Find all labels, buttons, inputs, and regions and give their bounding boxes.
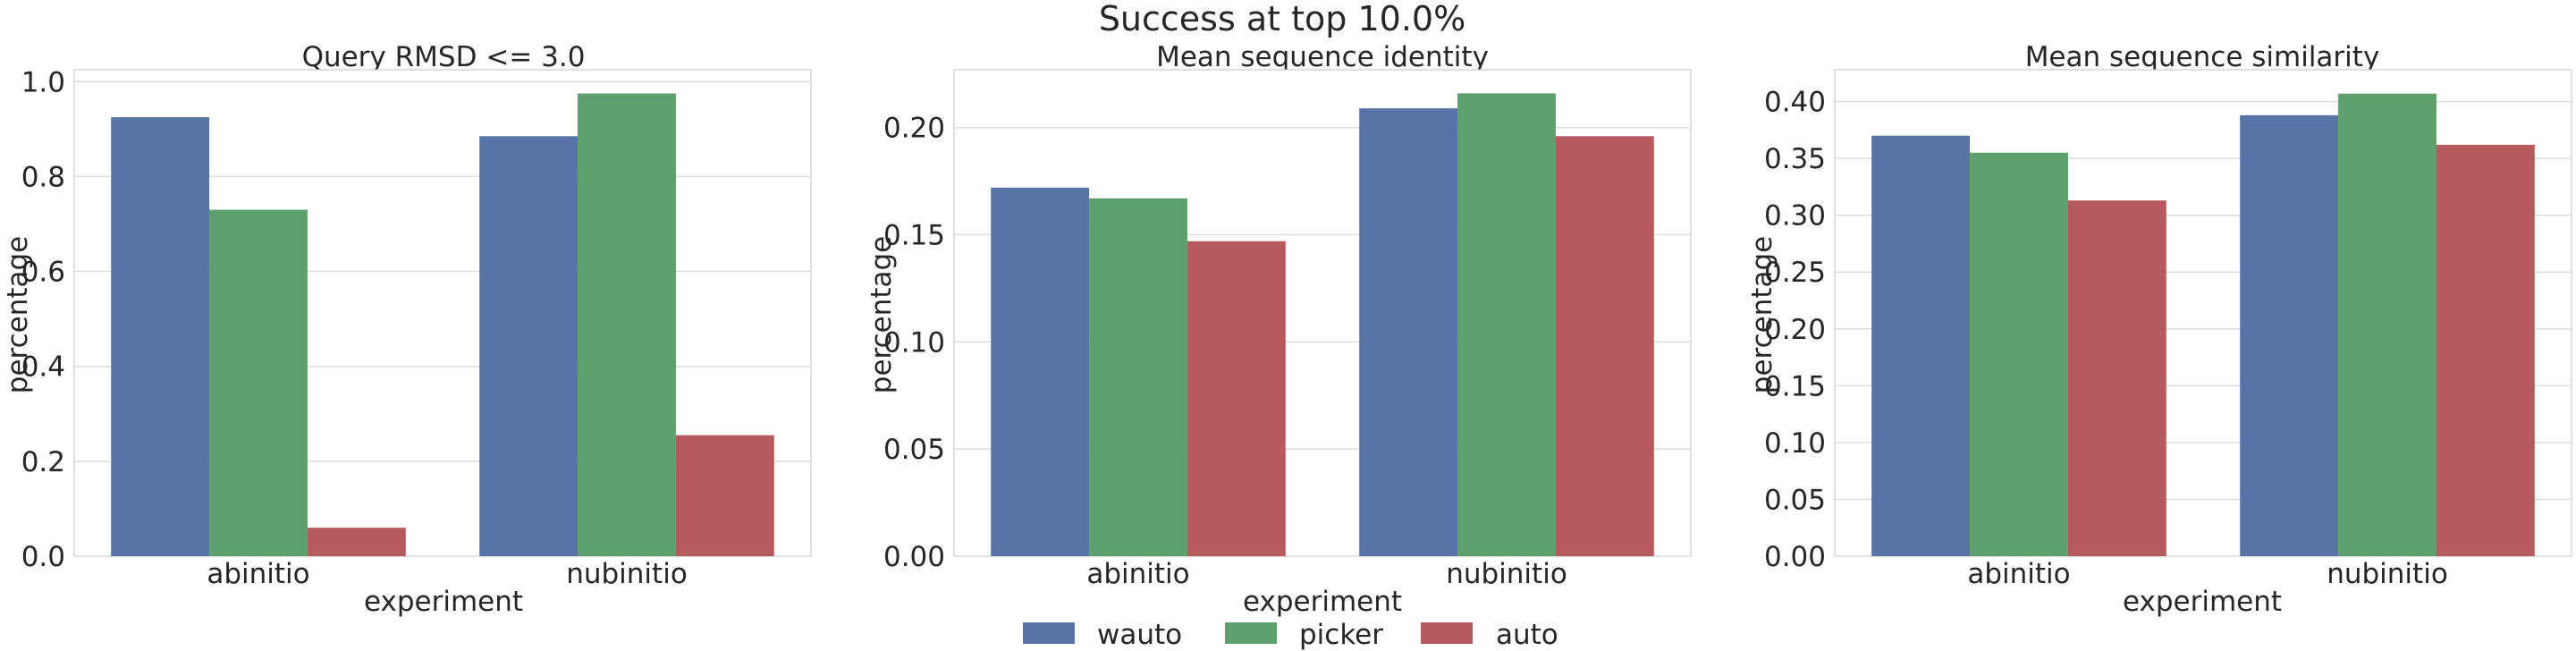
legend-label-wauto: wauto bbox=[1097, 619, 1182, 651]
chart-2-ytick-label: 0.05 bbox=[883, 434, 945, 466]
legend-swatch-auto bbox=[1421, 622, 1473, 644]
chart-1-bar-picker-nubinitio bbox=[578, 93, 676, 557]
chart-1-ytick-label: 0.8 bbox=[21, 161, 65, 193]
chart-panel-3: Mean sequence similarity experiment perc… bbox=[1746, 41, 2379, 618]
legend-label-auto: auto bbox=[1496, 619, 1558, 651]
chart-1-bar-wauto-abinitio bbox=[111, 117, 210, 556]
chart-1-bar-auto-nubinitio bbox=[675, 435, 774, 556]
chart-1-ytick-label: 1.0 bbox=[21, 66, 65, 98]
chart-1-xtick-label: nubinitio bbox=[566, 558, 688, 590]
chart-3-ytick-label: 0.00 bbox=[1764, 541, 1826, 573]
chart-1-bar-picker-abinitio bbox=[209, 209, 308, 556]
chart-3-title: Mean sequence similarity bbox=[2025, 41, 2380, 73]
chart-2-bar-wauto-nubinitio bbox=[1359, 108, 1458, 556]
chart-panel-1: Query RMSD <= 3.0 experiment percentage bbox=[2, 41, 585, 618]
chart-1-ytick-label: 0.2 bbox=[21, 446, 65, 478]
legend-swatch-wauto bbox=[1023, 622, 1075, 644]
chart-1-ytick-label: 0.6 bbox=[21, 257, 65, 289]
chart-3-ytick-label: 0.05 bbox=[1764, 484, 1826, 516]
legend-swatch-picker bbox=[1225, 622, 1277, 644]
chart-3-ytick-label: 0.15 bbox=[1764, 370, 1826, 402]
chart-3-ylabel: percentage bbox=[1746, 236, 1778, 393]
chart-2-bar-auto-nubinitio bbox=[1555, 136, 1654, 556]
chart-2-title: Mean sequence identity bbox=[1156, 41, 1489, 73]
chart-2-ytick-label: 0.15 bbox=[883, 220, 945, 252]
chart-1-title: Query RMSD <= 3.0 bbox=[302, 41, 586, 73]
chart-panel-2: Mean sequence identity experiment percen… bbox=[866, 41, 1489, 618]
chart-3-bar-auto-nubinitio bbox=[2436, 144, 2535, 556]
chart-2-xtick-label: nubinitio bbox=[1446, 558, 1567, 590]
chart-1-bar-wauto-nubinitio bbox=[479, 136, 579, 557]
chart-2-xtick-label: abinitio bbox=[1086, 558, 1189, 590]
chart-2-bar-picker-nubinitio bbox=[1457, 93, 1556, 557]
chart-1-ytick-label: 0.4 bbox=[21, 351, 65, 384]
chart-3-ytick-label: 0.40 bbox=[1764, 87, 1826, 119]
chart-3-ytick-label: 0.30 bbox=[1764, 200, 1826, 232]
chart-3-bar-wauto-nubinitio bbox=[2240, 114, 2339, 556]
chart-3-ytick-label: 0.10 bbox=[1764, 427, 1826, 460]
chart-3-bar-picker-nubinitio bbox=[2338, 93, 2437, 556]
chart-3-bar-picker-abinitio bbox=[1970, 152, 2068, 557]
legend: wauto picker auto bbox=[1023, 619, 1558, 651]
chart-3-xlabel: experiment bbox=[2123, 586, 2282, 618]
chart-1-ylabel: percentage bbox=[2, 236, 34, 393]
chart-2-xlabel: experiment bbox=[1243, 586, 1402, 618]
chart-2-ytick-label: 0.20 bbox=[883, 113, 945, 145]
chart-1-bar-auto-abinitio bbox=[307, 528, 406, 556]
chart-2-bar-auto-abinitio bbox=[1187, 241, 1286, 556]
chart-1-xlabel: experiment bbox=[364, 586, 523, 618]
chart-3-xtick-label: nubinitio bbox=[2327, 558, 2448, 590]
chart-3-bar-auto-abinitio bbox=[2067, 200, 2166, 557]
chart-1-ytick-label: 0.0 bbox=[21, 541, 65, 573]
chart-3-ytick-label: 0.20 bbox=[1764, 314, 1826, 346]
chart-3-bar-wauto-abinitio bbox=[1871, 135, 1971, 557]
chart-2-ytick-label: 0.10 bbox=[883, 326, 945, 359]
chart-3-xtick-label: abinitio bbox=[1967, 558, 2070, 590]
chart-3-ytick-label: 0.35 bbox=[1764, 143, 1826, 175]
legend-label-picker: picker bbox=[1299, 619, 1383, 651]
chart-2-ytick-label: 0.00 bbox=[883, 541, 945, 573]
chart-1-xtick-label: abinitio bbox=[207, 558, 309, 590]
chart-3-ytick-label: 0.25 bbox=[1764, 257, 1826, 289]
chart-2-ylabel: percentage bbox=[866, 236, 898, 393]
chart-2-bar-wauto-abinitio bbox=[991, 187, 1090, 557]
chart-2-bar-picker-abinitio bbox=[1089, 198, 1187, 556]
figure-suptitle: Success at top 10.0% bbox=[1099, 0, 1465, 38]
